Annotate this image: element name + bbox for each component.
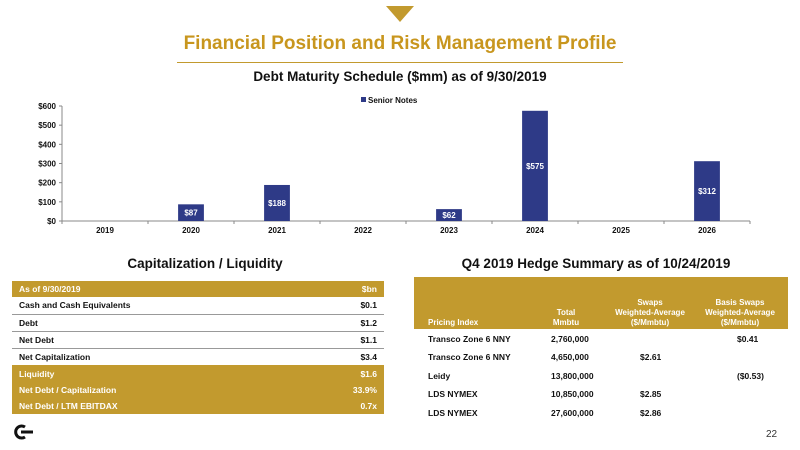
- row-value: 0.7x: [297, 398, 384, 415]
- x-tick-label: 2023: [440, 226, 458, 235]
- data-label-2024: $575: [526, 162, 544, 171]
- x-tick-label: 2025: [612, 226, 630, 235]
- row-label: Net Debt: [12, 331, 298, 350]
- company-logo-icon: [14, 424, 33, 440]
- cell-pricing-index: Transco Zone 6 NNY: [428, 334, 511, 344]
- cell-swaps: $2.85: [640, 389, 662, 400]
- column-header-line: Basis Swaps: [715, 298, 765, 307]
- cell-basis-swaps: ($0.53): [737, 370, 764, 381]
- cell-swaps: $2.86: [640, 407, 662, 418]
- table-row: Cash and Cash Equivalents $0.1: [12, 297, 384, 315]
- x-tick-label: 2026: [698, 226, 716, 235]
- title-divider: [177, 62, 623, 63]
- table-row: Net Debt / Capitalization 33.9%: [12, 381, 384, 399]
- hedge-table-body: Transco Zone 6 NNY 2,760,000 $0.41 Trans…: [414, 330, 788, 422]
- row-value: $1.2: [297, 314, 384, 332]
- cell-pricing-index: Leidy: [428, 370, 451, 381]
- table-row: Transco Zone 6 NNY 2,760,000 $0.41: [414, 330, 788, 348]
- capitalization-header-label: As of 9/30/2019: [12, 281, 298, 298]
- cell-pricing-index: Transco Zone 6 NNY: [428, 352, 511, 363]
- cell-pricing-index: LDS NYMEX: [428, 407, 478, 418]
- data-label-2023: $62: [442, 211, 456, 220]
- table-row: Net Debt / LTM EBITDAX 0.7x: [12, 398, 384, 415]
- row-value: $1.6: [297, 365, 384, 382]
- table-row: Transco Zone 6 NNY 4,650,000 $2.61: [414, 348, 788, 366]
- legend-label-senior-notes: Senior Notes: [368, 96, 418, 105]
- column-header-line: Weighted-Average: [705, 308, 775, 317]
- x-tick-label: 2020: [182, 226, 200, 235]
- y-tick-label: $500: [38, 121, 56, 130]
- bar-2020: [178, 204, 204, 221]
- x-tick-label: 2021: [268, 226, 286, 235]
- hedge-summary-title: Q4 2019 Hedge Summary as of 10/24/2019: [461, 256, 731, 271]
- table-row: Net Debt $1.1: [12, 331, 384, 350]
- row-label: Cash and Cash Equivalents: [12, 297, 298, 315]
- debt-maturity-chart: Senior Notes $0 $100 $200 $300 $400 $500 $600 2…: [38, 96, 751, 235]
- row-value: $3.4: [297, 348, 384, 366]
- page-title: Financial Position and Risk Management P…: [183, 33, 617, 54]
- bar-2026: [694, 161, 720, 221]
- row-value: 33.9%: [297, 381, 384, 399]
- decorative-triangle: [386, 6, 414, 22]
- cell-total: 4,650,000: [551, 352, 589, 363]
- x-tick-label: 2024: [526, 226, 544, 235]
- hedge-table-header: Pricing Index Total Mmbtu Swaps Weighted…: [414, 277, 788, 329]
- table-row: Debt $1.2: [12, 314, 384, 332]
- column-header-line: Total: [556, 308, 576, 317]
- row-value: $1.1: [297, 331, 384, 350]
- data-label-2020: $87: [184, 209, 198, 218]
- legend-swatch-senior-notes: [361, 97, 366, 102]
- y-tick-label: $100: [38, 198, 56, 207]
- table-row: LDS NYMEX 27,600,000 $2.86: [414, 404, 788, 422]
- cell-total: 2,760,000: [551, 334, 589, 344]
- column-header-line: Weighted-Average: [615, 308, 685, 317]
- column-header-line: ($/Mmbtu): [720, 318, 760, 327]
- column-header-line: ($/Mmbtu): [630, 318, 670, 327]
- bar-2024: [522, 110, 548, 221]
- data-label-2026: $312: [698, 187, 716, 196]
- x-tick-label: 2019: [96, 226, 114, 235]
- bar-2023: [436, 209, 462, 221]
- chart-axes: $0 $100 $200 $300 $400 $500 $600 2019 2020 2021 20…: [38, 102, 751, 235]
- capitalization-title: Capitalization / Liquidity: [127, 256, 283, 271]
- table-row: Leidy 13,800,000 ($0.53): [414, 367, 788, 385]
- y-tick-label: $300: [38, 160, 56, 169]
- row-label: Net Debt / Capitalization: [12, 381, 298, 399]
- y-tick-label: $200: [38, 179, 56, 188]
- row-label: Net Capitalization: [12, 348, 298, 366]
- y-tick-label: $0: [47, 217, 56, 226]
- chart-legend: Senior Notes: [361, 96, 418, 105]
- table-row: Net Capitalization $3.4: [12, 348, 384, 366]
- table-row: LDS NYMEX 10,850,000 $2.85: [414, 385, 788, 403]
- row-value: $0.1: [297, 297, 384, 315]
- y-tick-label: $400: [38, 140, 56, 149]
- row-label: Debt: [12, 314, 298, 332]
- page-number: 22: [766, 429, 778, 440]
- column-header-swaps: Swaps Weighted-Average ($/Mmbtu): [610, 298, 690, 328]
- row-label: Net Debt / LTM EBITDAX: [12, 398, 298, 415]
- row-label: Liquidity: [12, 365, 298, 382]
- column-header-pricing-index: Pricing Index: [428, 318, 479, 327]
- cell-swaps: $2.61: [640, 352, 662, 363]
- cell-total: 27,600,000: [551, 407, 594, 418]
- table-row: Liquidity $1.6: [12, 365, 384, 382]
- capitalization-table: As of 9/30/2019 $bn Cash and Cash Equiva…: [12, 281, 384, 415]
- column-header-total: Total Mmbtu: [536, 308, 596, 328]
- cell-pricing-index: LDS NYMEX: [428, 389, 478, 400]
- cell-total: 13,800,000: [551, 370, 594, 381]
- capitalization-header-unit: $bn: [297, 281, 384, 298]
- column-header-basis-swaps: Basis Swaps Weighted-Average ($/Mmbtu): [700, 298, 780, 328]
- cell-basis-swaps: $0.41: [737, 334, 759, 344]
- cell-total: 10,850,000: [551, 389, 594, 400]
- capitalization-header-row: As of 9/30/2019 $bn: [12, 281, 384, 298]
- column-header-line: Swaps: [637, 298, 663, 307]
- data-label-2021: $188: [268, 199, 286, 208]
- chart-bars: $87 $188 $62 $575 $312: [178, 110, 720, 221]
- column-header-line: Mmbtu: [552, 318, 580, 327]
- x-tick-label: 2022: [354, 226, 372, 235]
- y-tick-label: $600: [38, 102, 56, 111]
- bar-2021: [264, 184, 290, 221]
- chart-title: Debt Maturity Schedule ($mm) as of 9/30/…: [253, 69, 547, 84]
